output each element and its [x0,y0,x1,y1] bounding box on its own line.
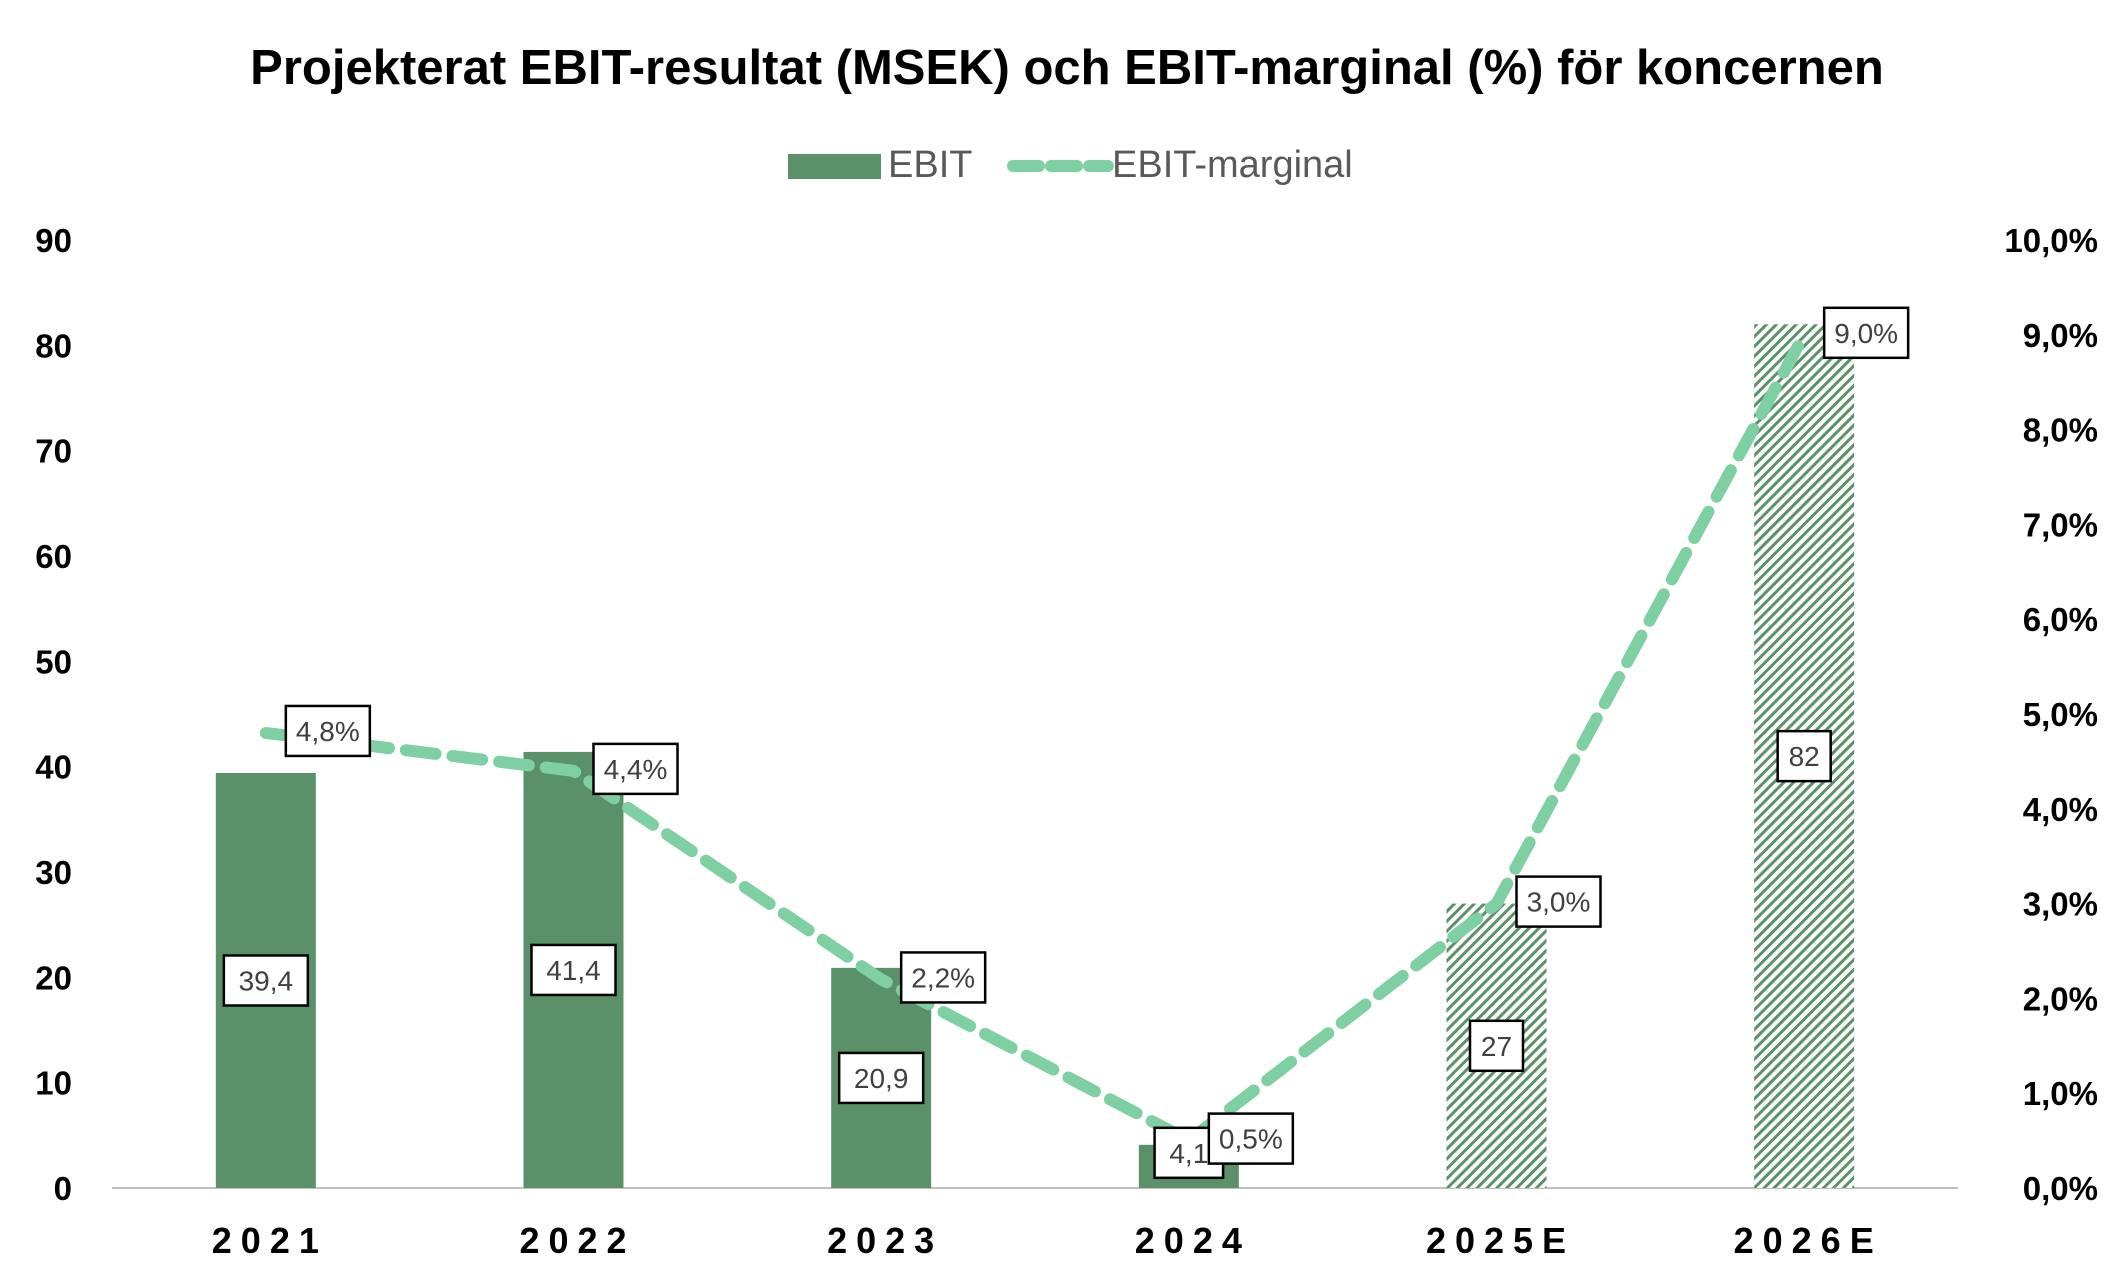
y-left-tick-label: 50 [35,643,72,680]
y-left-tick-label: 10 [35,1065,72,1102]
line-value-label-box [1207,1112,1295,1165]
x-tick-label: 2023 [827,1220,943,1261]
bar-value-label: 20,9 [837,1051,925,1105]
x-axis: 2021 2022 2023 2024 2025E 2026E [212,1220,1883,1261]
y-left-tick-label: 60 [35,538,72,575]
y-left-tick-label: 30 [35,854,72,891]
line-value-label: 0,5% [1207,1112,1295,1165]
y-right-tick-label: 2,0% [2023,980,2098,1017]
line-value-label-text: 0,5% [1219,1124,1283,1155]
x-tick-label: 2024 [1135,1220,1251,1261]
bar-value-label-box [530,943,617,997]
y-right-tick-label: 8,0% [2023,412,2098,449]
legend-label-ebit-marginal: EBIT-marginal [1112,144,1353,186]
line-value-label: 2,2% [899,951,987,1004]
line-value-label-text: 4,4% [604,754,668,785]
bar-value-label-text: 20,9 [854,1063,909,1094]
line-path [259,328,1811,1147]
bar-value-label: 41,4 [530,943,617,997]
legend-swatch-ebit [788,154,881,179]
data-labels: 39,4 41,4 20,9 4,1 27 82 4,8% 4,4% 2,2% 0,5% 3,0% 9… [222,306,1910,1180]
line-value-label: 9,0% [1822,306,1910,360]
bar-value-label: 27 [1468,1019,1525,1073]
line-value-label-text: 9,0% [1834,318,1898,349]
bar-value-label-box [1468,1019,1525,1073]
chart-title: Projekterat EBIT-resultat (MSEK) och EBI… [250,41,1884,95]
x-tick-label: 2025E [1426,1220,1575,1261]
y-right-tick-label: 7,0% [2023,506,2098,543]
bar-value-label-text: 27 [1481,1031,1512,1062]
bar-value-label-box [222,954,310,1007]
x-tick-label: 2026E [1734,1220,1883,1261]
y-left-tick-label: 20 [35,959,72,996]
bar-value-label: 82 [1776,729,1832,783]
line-value-label-box [592,742,679,796]
line-value-label: 3,0% [1515,875,1602,928]
legend: EBIT EBIT-marginal [788,144,1353,186]
line-value-label-text: 2,2% [911,962,975,993]
line-value-label-box [1822,306,1910,360]
y-right-tick-label: 9,0% [2023,317,2098,354]
line-value-label-box [899,951,987,1004]
bar-value-label-box [1776,729,1832,783]
y-right-tick-label: 4,0% [2023,791,2098,828]
line-value-label-box [284,704,372,758]
line-value-label: 4,4% [592,742,679,796]
y-left-tick-label: 90 [35,222,72,259]
x-tick-label: 2021 [212,1220,328,1261]
y-right-tick-label: 1,0% [2023,1075,2098,1112]
y-right-tick-label: 0,0% [2023,1170,2098,1207]
line-value-label-text: 4,8% [296,716,360,747]
y-right-tick-label: 5,0% [2023,696,2098,733]
y-left-tick-label: 70 [35,433,72,470]
x-tick-label: 2022 [519,1220,635,1261]
legend-label-ebit: EBIT [888,144,972,186]
line-value-label-box [1515,875,1602,928]
line-series-ebit-marginal [259,328,1811,1147]
y-axis-right: 0,0% 1,0% 2,0% 3,0% 4,0% 5,0% 6,0% 7,0% 8,0% 9,0%… [2004,222,2098,1207]
y-left-tick-label: 40 [35,749,72,786]
y-right-tick-label: 6,0% [2023,601,2098,638]
bar-value-label-text: 41,4 [546,955,601,986]
line-value-label-text: 3,0% [1527,887,1591,918]
y-left-tick-label: 0 [54,1170,72,1207]
bar-value-label: 39,4 [222,954,310,1007]
bar-value-label-text: 4,1 [1169,1138,1208,1169]
bar-value-label-box [837,1051,925,1105]
y-right-tick-label: 3,0% [2023,886,2098,923]
y-right-tick-label: 10,0% [2004,222,2098,259]
line-value-label: 4,8% [284,704,372,758]
y-axis-left: 0 10 20 30 40 50 60 70 80 90 [35,222,72,1207]
y-left-tick-label: 80 [35,327,72,364]
bar-value-label-text: 39,4 [239,965,294,996]
bar-value-label-text: 82 [1789,741,1820,772]
